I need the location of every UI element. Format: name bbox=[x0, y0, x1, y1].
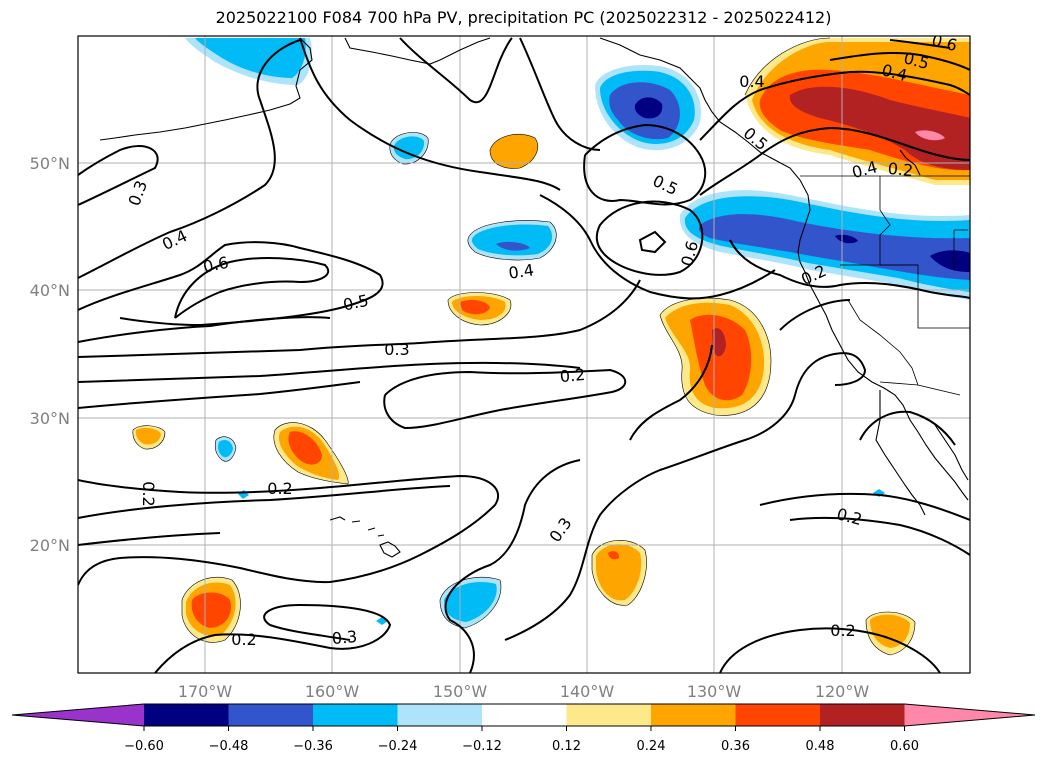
contour-label: 0.3 bbox=[384, 340, 409, 359]
colorbar-tick-label: −0.12 bbox=[462, 739, 502, 754]
colorbar: −0.60 −0.48 −0.36 −0.24 −0.12 0.12 0.24 … bbox=[11, 703, 1036, 754]
precip-positive-region bbox=[915, 130, 945, 141]
contour-label: 0.3 bbox=[545, 514, 575, 546]
colorbar-segment bbox=[566, 704, 651, 726]
latitude-axis: 50°N 40°N 30°N 20°N bbox=[30, 154, 70, 555]
colorbar-tick-label: 0.60 bbox=[890, 739, 919, 754]
coastlines bbox=[99, 37, 969, 558]
precip-positive-region bbox=[460, 300, 490, 315]
precip-positive-region bbox=[870, 614, 910, 648]
precip-negative-region bbox=[634, 97, 663, 119]
contour-label: 0.3 bbox=[125, 178, 152, 208]
precipitation-outlines bbox=[132, 37, 916, 656]
colorbar-tick-label: 0.48 bbox=[806, 739, 835, 754]
longitude-label: 140°W bbox=[560, 682, 615, 701]
precip-positive-region bbox=[288, 431, 322, 465]
colorbar-tick-label: −0.36 bbox=[293, 739, 333, 754]
precip-positive-region bbox=[596, 544, 642, 601]
map-title: 2025022100 F084 700 hPa PV, precipitatio… bbox=[215, 8, 832, 27]
precip-negative-region bbox=[471, 224, 553, 256]
colorbar-segment bbox=[651, 704, 736, 726]
longitude-label: 120°W bbox=[815, 682, 870, 701]
political-borders bbox=[800, 175, 970, 396]
pv-contours bbox=[78, 37, 970, 673]
contour-label: 0.6 bbox=[930, 30, 960, 55]
precip-positive-region bbox=[690, 314, 752, 401]
precip-positive-region bbox=[712, 328, 726, 357]
contour-label: 0.6 bbox=[201, 253, 230, 277]
colorbar-segment bbox=[144, 704, 229, 726]
colorbar-segment bbox=[735, 704, 820, 726]
longitude-label: 150°W bbox=[433, 682, 488, 701]
contour-label: 0.5 bbox=[341, 291, 370, 315]
colorbar-tick-label: −0.48 bbox=[209, 739, 249, 754]
contour-label: 0.2 bbox=[267, 479, 292, 498]
contour-label: 0.2 bbox=[139, 481, 158, 506]
precip-negative-region bbox=[835, 234, 858, 244]
contour-label: 0.2 bbox=[559, 365, 586, 386]
contour-label: 0.2 bbox=[887, 159, 914, 180]
precip-positive-region bbox=[490, 134, 538, 169]
colorbar-segment bbox=[482, 704, 567, 726]
longitude-label: 160°W bbox=[305, 682, 360, 701]
contour-label: 0.4 bbox=[507, 260, 535, 282]
map-frame bbox=[77, 35, 971, 674]
precip-negative-region bbox=[930, 250, 970, 272]
colorbar-segment bbox=[12, 704, 144, 726]
contour-label: 0.2 bbox=[835, 504, 865, 529]
contour-label: 0.2 bbox=[830, 621, 855, 640]
precip-negative-region bbox=[195, 38, 306, 78]
latitude-label: 20°N bbox=[30, 536, 70, 555]
contour-label: 0.5 bbox=[650, 171, 681, 199]
precip-negative-region bbox=[444, 581, 497, 622]
colorbar-tick-label: −0.60 bbox=[124, 739, 164, 754]
precip-negative-region bbox=[393, 136, 425, 160]
precip-negative-region bbox=[218, 440, 233, 458]
colorbar-segment bbox=[820, 704, 905, 726]
precip-negative-region bbox=[496, 241, 530, 251]
precip-positive-region bbox=[608, 551, 620, 560]
longitude-label: 130°W bbox=[687, 682, 742, 701]
latitude-label: 40°N bbox=[30, 281, 70, 300]
precip-positive-region bbox=[789, 86, 970, 170]
colorbar-segment bbox=[228, 704, 313, 726]
contour-label: 0.4 bbox=[159, 226, 190, 254]
longitude-label: 170°W bbox=[178, 682, 233, 701]
colorbar-tick-label: 0.24 bbox=[637, 739, 666, 754]
longitude-axis: 170°W 160°W 150°W 140°W 130°W 120°W bbox=[178, 682, 870, 701]
colorbar-segment bbox=[904, 704, 1035, 726]
colorbar-tick-label: −0.24 bbox=[378, 739, 418, 754]
contour-label: 0.4 bbox=[739, 72, 764, 91]
colorbar-tick-label: 0.36 bbox=[721, 739, 750, 754]
latitude-label: 50°N bbox=[30, 154, 70, 173]
colorbar-segment bbox=[397, 704, 482, 726]
contour-label: 0.2 bbox=[231, 630, 256, 649]
precipitation-shading bbox=[132, 38, 970, 655]
contour-label: 0.6 bbox=[677, 239, 702, 269]
colorbar-tick-label: 0.12 bbox=[552, 739, 581, 754]
precip-negative-region bbox=[698, 214, 970, 280]
map-area: 0.3 0.4 0.6 0.5 0.3 0.2 0.5 0.4 0.6 0.4 … bbox=[78, 30, 970, 673]
precip-positive-region bbox=[135, 427, 161, 445]
colorbar-segment bbox=[313, 704, 398, 726]
graticule bbox=[78, 36, 970, 673]
latitude-label: 30°N bbox=[30, 409, 70, 428]
contour-label: 0.3 bbox=[331, 627, 358, 648]
precip-positive-region bbox=[191, 592, 231, 628]
